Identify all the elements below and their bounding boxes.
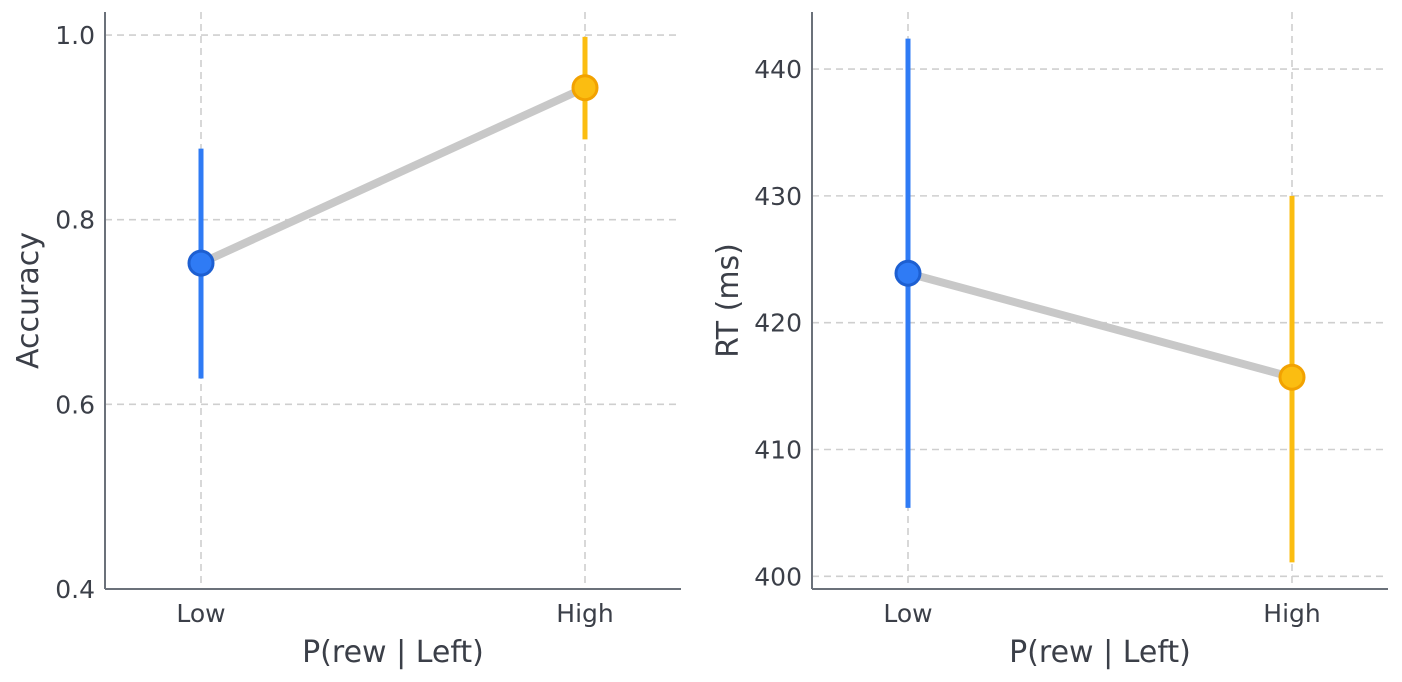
left-xtick-label: Low xyxy=(176,599,225,628)
left-ytick-label: 0.6 xyxy=(55,390,95,419)
left-y-axis-label: Accuracy xyxy=(11,232,46,369)
right-ytick-label: 430 xyxy=(754,182,802,211)
right-point-high xyxy=(1278,363,1306,391)
left-point-high xyxy=(571,74,599,102)
left-x-axis-label: P(rew | Left) xyxy=(302,635,484,670)
right-ytick-label: 440 xyxy=(754,55,802,84)
right-ytick-label: 400 xyxy=(754,562,802,591)
right-connector-line xyxy=(904,269,1296,382)
right-xtick-label: Low xyxy=(883,599,932,628)
left-ytick-label: 0.4 xyxy=(55,575,95,604)
left-connector-line xyxy=(197,83,589,268)
right-x-axis-label: P(rew | Left) xyxy=(1009,635,1191,670)
right-point-low xyxy=(894,259,922,287)
right-ytick-label: 420 xyxy=(754,309,802,338)
left-xtick-label: High xyxy=(556,599,613,628)
right-ytick-label: 410 xyxy=(754,436,802,465)
left-ytick-label: 1.0 xyxy=(55,21,95,50)
right-y-axis-label: RT (ms) xyxy=(711,243,746,358)
right-xtick-label: High xyxy=(1263,599,1320,628)
left-ytick-label: 0.8 xyxy=(55,206,95,235)
left-point-low xyxy=(187,249,215,277)
right-panel: 400 410 420 430 440 Low High P(rew | Left) RT (m… xyxy=(711,12,1388,670)
left-panel: 0.4 0.6 0.8 1.0 Low High P(rew | Left) Accuracy xyxy=(11,12,681,670)
